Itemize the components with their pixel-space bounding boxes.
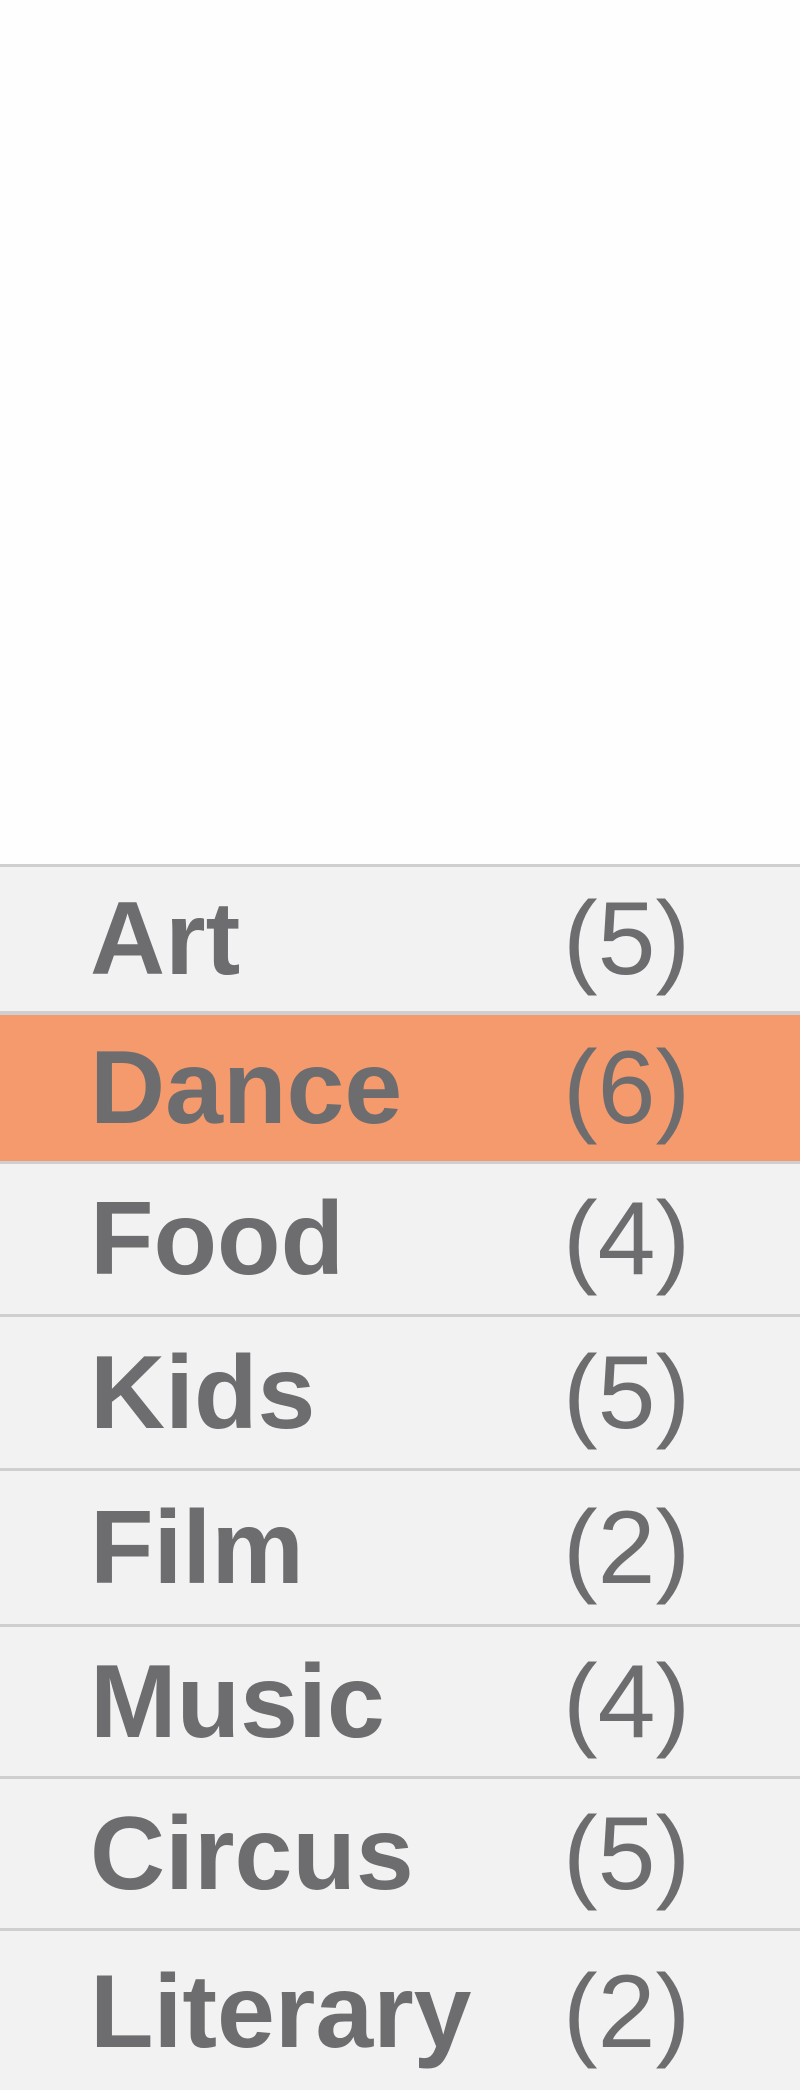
category-row-literary[interactable]: Literary (2) [0, 1931, 800, 2090]
category-row-music[interactable]: Music (4) [0, 1627, 800, 1779]
category-row-art[interactable]: Art (5) [0, 867, 800, 1014]
category-label: Music [90, 1643, 385, 1760]
category-count: (2) [563, 1954, 691, 2070]
category-count: (4) [563, 1643, 691, 1760]
category-label: Circus [90, 1795, 414, 1912]
category-count: (2) [563, 1489, 691, 1606]
category-count: (6) [563, 1030, 691, 1146]
category-label: Kids [90, 1334, 316, 1451]
empty-content-area [0, 0, 800, 864]
category-label: Film [90, 1489, 304, 1606]
category-row-food[interactable]: Food (4) [0, 1164, 800, 1317]
category-count: (5) [563, 1334, 691, 1451]
category-count: (4) [563, 1181, 691, 1297]
category-label: Food [90, 1181, 345, 1297]
category-row-film[interactable]: Film (2) [0, 1471, 800, 1627]
category-label: Literary [90, 1954, 472, 2070]
category-count: (5) [563, 1795, 691, 1912]
category-label: Art [90, 881, 241, 997]
category-row-kids[interactable]: Kids (5) [0, 1317, 800, 1471]
category-row-circus[interactable]: Circus (5) [0, 1779, 800, 1931]
category-list: Art (5) Dance (6) Food (4) Kids (5) Film… [0, 864, 800, 2090]
category-row-dance[interactable]: Dance (6) [0, 1012, 800, 1164]
category-count: (5) [563, 881, 691, 997]
category-label: Dance [90, 1030, 403, 1146]
